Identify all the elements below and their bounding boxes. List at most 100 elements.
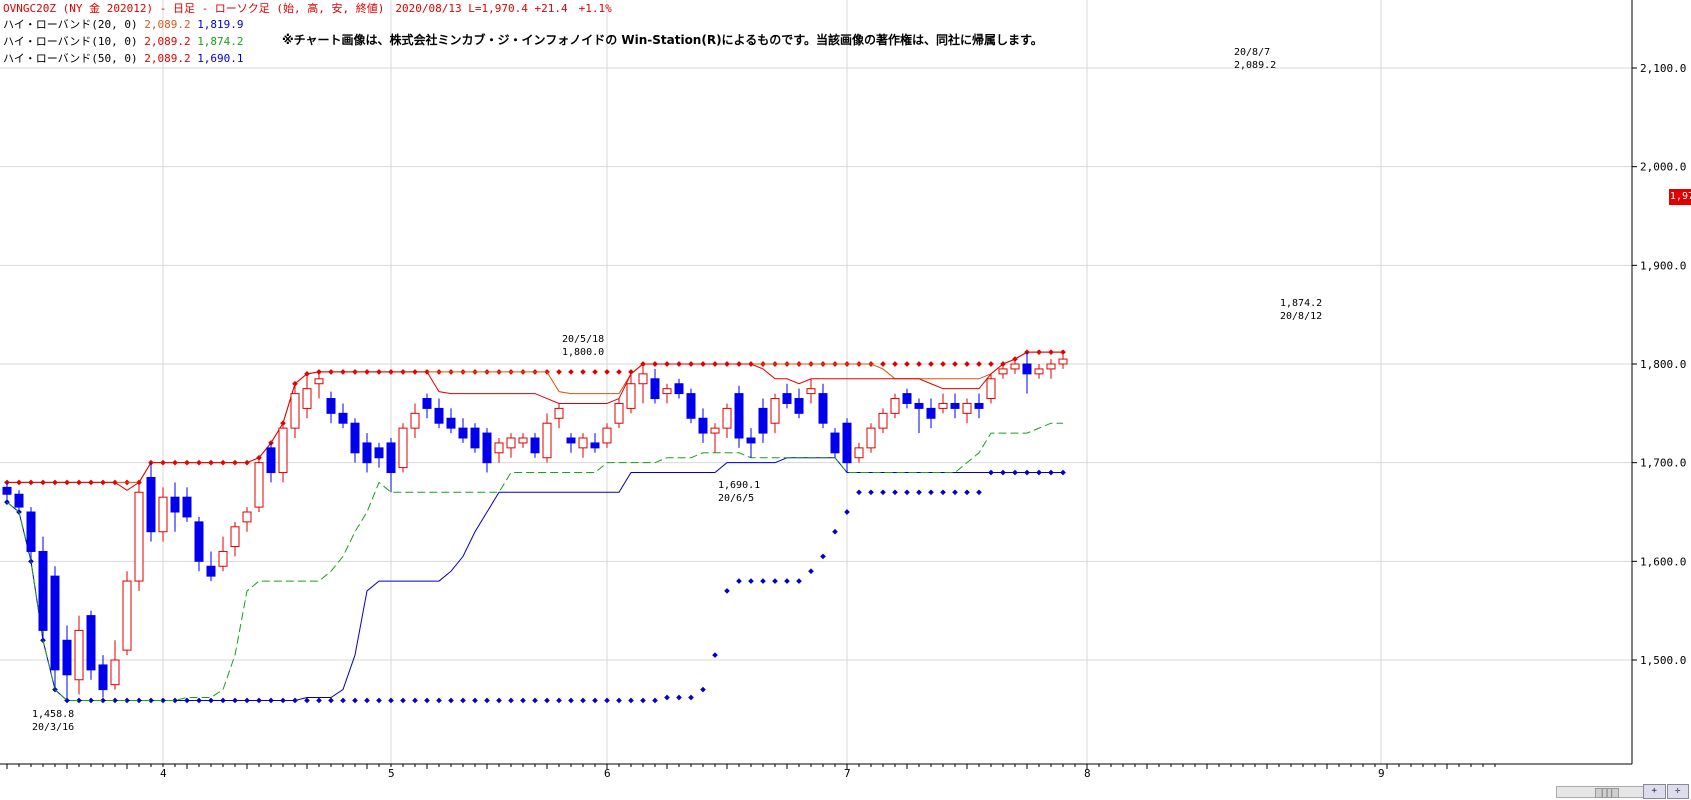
candle-up — [602, 427, 612, 444]
band50-high-point — [880, 361, 886, 367]
band50-low-point — [844, 509, 850, 515]
crosshair-icon[interactable]: ✛ — [1666, 784, 1689, 799]
candle-down — [86, 615, 96, 671]
candle-down — [170, 496, 180, 513]
candle-up — [1046, 363, 1056, 370]
candle-up — [410, 412, 420, 429]
band50-low-point — [712, 652, 718, 658]
band50-low-point — [892, 489, 898, 496]
candle-up — [662, 388, 672, 395]
candle-up — [722, 407, 732, 429]
candle-down — [206, 565, 216, 577]
band50-low-point — [796, 578, 802, 584]
candle-down — [26, 511, 36, 552]
horizontal-scrollbar[interactable]: ||| — [1556, 786, 1656, 798]
candle-down — [446, 417, 456, 429]
scroll-thumb[interactable]: ||| — [1595, 788, 1619, 798]
band50-low-point — [484, 697, 490, 704]
band50-low-point — [412, 697, 418, 704]
candle-up — [158, 496, 168, 533]
annotation-sub: 20/3/16 — [32, 722, 74, 733]
candle-down — [62, 639, 72, 676]
band50-low-point — [940, 489, 946, 496]
band50-low-point — [568, 697, 574, 704]
x-tick-label: 6 — [604, 767, 611, 780]
candle-down — [566, 437, 576, 444]
candle-down — [266, 447, 276, 474]
band50-low-point — [748, 578, 754, 584]
band50-high-point — [928, 361, 934, 367]
candle-up — [866, 427, 876, 449]
candle-up — [110, 659, 120, 686]
band50-low-point — [952, 489, 958, 496]
band50-low-point — [580, 697, 586, 704]
candle-up — [710, 427, 720, 434]
band50-low-point — [652, 697, 658, 704]
date-axis: 4 5 6 7 8 9 — [6, 764, 1496, 780]
band50-low-point — [460, 697, 466, 704]
band50-high-point — [940, 361, 946, 367]
candle-up — [854, 447, 864, 459]
zoom-in-icon[interactable]: + — [1643, 784, 1666, 799]
candle-up — [122, 580, 132, 651]
band50-low-point — [424, 697, 430, 704]
candle-down — [350, 422, 360, 454]
candle-down — [482, 432, 492, 464]
band50-high-point — [988, 361, 994, 367]
band50-low-point — [340, 697, 346, 704]
candle-down — [650, 378, 660, 400]
candle-up — [278, 427, 288, 474]
band50-low-point — [688, 694, 694, 701]
candle-up — [74, 629, 84, 681]
band50-low-point — [328, 697, 334, 704]
band50-high-point — [580, 369, 586, 375]
band50-low-point — [700, 686, 706, 693]
y-tick-label: 2,100.0 — [1640, 62, 1686, 75]
band50-low-point — [784, 578, 790, 584]
band50-low-point — [316, 697, 322, 704]
band50-high-point — [604, 369, 610, 375]
header-band20: ハイ・ローバンド(20, 0) 2,089.2 1,819.9 — [3, 18, 244, 31]
annotation-label: 1,690.1 — [718, 480, 760, 491]
candle-down — [338, 412, 348, 424]
band50-high-point — [964, 361, 970, 367]
header-band10: ハイ・ローバンド(10, 0) 2,089.2 1,874.2 — [3, 35, 244, 48]
candle-down — [974, 402, 984, 409]
candle-down — [746, 437, 756, 444]
candle-up — [542, 422, 552, 459]
copyright-notice: ※チャート画像は、株式会社ミンカブ・ジ・インフォノイドの Win-Station… — [282, 33, 1043, 47]
candle-down — [146, 476, 156, 533]
high-low-bands — [4, 349, 1066, 704]
annotation-sub: 2,089.2 — [1234, 60, 1276, 71]
candle-down — [698, 417, 708, 434]
last-price-tag: 1,970.4 — [1669, 189, 1691, 205]
candle-down — [374, 447, 384, 459]
band10-low-line — [6, 422, 1063, 701]
band50-low-point — [976, 489, 982, 496]
band50-low-point — [304, 697, 310, 704]
candle-down — [470, 427, 480, 449]
band20-low-line — [6, 457, 1063, 701]
x-tick-label: 7 — [844, 767, 851, 780]
band50-low-point — [472, 697, 478, 704]
price-axis: 1,500.0 1,600.0 1,700.0 1,800.0 1,900.0 2,000… — [0, 0, 1686, 765]
band50-high-point — [568, 369, 574, 375]
candle-down — [1022, 363, 1032, 375]
candle-down — [38, 550, 48, 631]
candle-up — [962, 402, 972, 414]
candle-down — [326, 398, 336, 414]
band50-low-point — [520, 697, 526, 704]
band50-high-point — [976, 361, 982, 367]
candle-down — [758, 407, 768, 434]
y-tick-label: 1,700.0 — [1640, 457, 1686, 470]
band10-high-line — [7, 351, 1063, 491]
band50-low-point — [532, 697, 538, 704]
candle-up — [218, 550, 228, 567]
candle-up — [506, 437, 516, 449]
candle-down — [926, 407, 936, 419]
candle-up — [878, 412, 888, 429]
annotation-label: 1,874.2 — [1280, 298, 1322, 309]
band50-low-point — [772, 578, 778, 584]
x-tick-label: 8 — [1084, 767, 1091, 780]
